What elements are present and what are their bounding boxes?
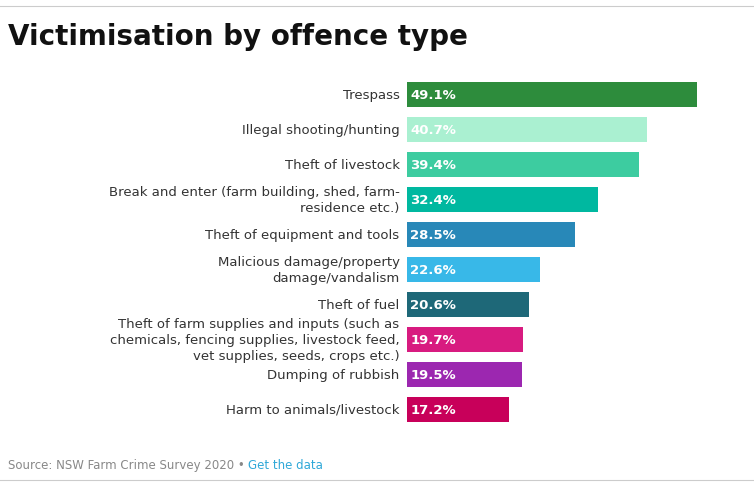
Text: 49.1%: 49.1%: [410, 89, 456, 102]
Text: Theft of livestock: Theft of livestock: [284, 159, 400, 172]
Text: Trespass: Trespass: [343, 89, 400, 102]
Text: Break and enter (farm building, shed, farm-
residence etc.): Break and enter (farm building, shed, fa…: [109, 185, 400, 214]
Bar: [407, 257, 541, 282]
Text: 40.7%: 40.7%: [410, 124, 456, 136]
Bar: [407, 397, 508, 422]
Text: 19.7%: 19.7%: [410, 333, 455, 346]
Bar: [407, 223, 575, 247]
Text: 22.6%: 22.6%: [410, 263, 456, 276]
Bar: [407, 327, 523, 352]
Text: Illegal shooting/hunting: Illegal shooting/hunting: [242, 124, 400, 136]
Bar: [407, 153, 639, 177]
Bar: [407, 83, 697, 107]
Text: Victimisation by offence type: Victimisation by offence type: [8, 23, 467, 51]
Text: 20.6%: 20.6%: [410, 298, 456, 311]
Text: 39.4%: 39.4%: [410, 159, 456, 172]
Bar: [407, 118, 647, 142]
Bar: [407, 292, 529, 317]
Text: Harm to animals/livestock: Harm to animals/livestock: [226, 403, 400, 416]
Text: Source: NSW Farm Crime Survey 2020 •: Source: NSW Farm Crime Survey 2020 •: [8, 458, 248, 471]
Text: 28.5%: 28.5%: [410, 228, 456, 242]
Text: Theft of farm supplies and inputs (such as
chemicals, fencing supplies, livestoc: Theft of farm supplies and inputs (such …: [110, 317, 400, 362]
Bar: [407, 363, 522, 387]
Text: Theft of equipment and tools: Theft of equipment and tools: [206, 228, 400, 242]
Text: 17.2%: 17.2%: [410, 403, 455, 416]
Text: 19.5%: 19.5%: [410, 368, 455, 381]
Text: Malicious damage/property
damage/vandalism: Malicious damage/property damage/vandali…: [218, 256, 400, 284]
Text: Theft of fuel: Theft of fuel: [318, 298, 400, 311]
Bar: [407, 188, 598, 212]
Text: Dumping of rubbish: Dumping of rubbish: [268, 368, 400, 381]
Text: Get the data: Get the data: [248, 458, 323, 471]
Text: 32.4%: 32.4%: [410, 194, 456, 207]
